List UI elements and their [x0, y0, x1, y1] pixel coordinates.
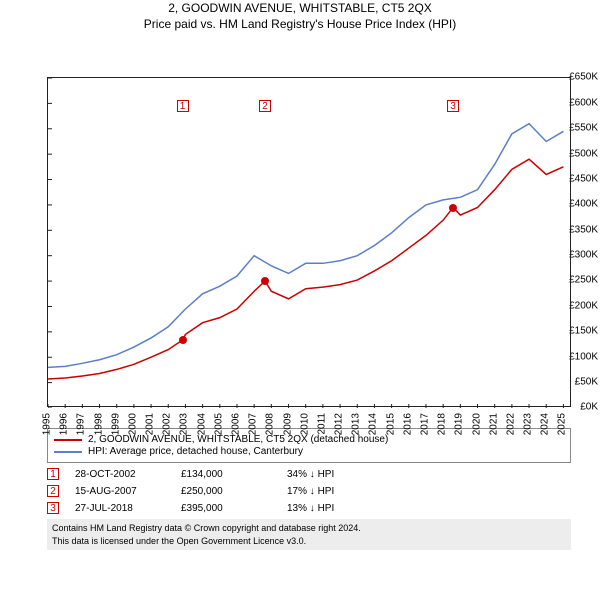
- sale-price: £395,000: [181, 503, 271, 514]
- legend-item: HPI: Average price, detached house, Cant…: [54, 446, 564, 457]
- x-tick-label: 2023: [523, 413, 534, 435]
- sale-row: 3 27-JUL-2018 £395,000 13% ↓ HPI: [47, 502, 571, 514]
- x-tick-label: 2020: [471, 413, 482, 435]
- chart-title-line2: Price paid vs. HM Land Registry's House …: [0, 16, 600, 32]
- x-tick-label: 2017: [419, 413, 430, 435]
- x-tick-label: 1997: [76, 413, 87, 435]
- legend-swatch: [54, 451, 82, 453]
- x-tick-label: 2005: [213, 413, 224, 435]
- x-tick-label: 2013: [351, 413, 362, 435]
- x-tick-label: 1998: [93, 413, 104, 435]
- x-tick-label: 2000: [127, 413, 138, 435]
- x-tick-label: 1995: [42, 413, 53, 435]
- sale-price: £250,000: [181, 486, 271, 497]
- x-tick-label: 2002: [162, 413, 173, 435]
- sales-table: 1 28-OCT-2002 £134,000 34% ↓ HPI 2 15-AUG-200…: [47, 468, 571, 514]
- x-tick-label: 2025: [557, 413, 568, 435]
- sale-marker-2: 2: [259, 100, 271, 112]
- sale-row: 2 15-AUG-2007 £250,000 17% ↓ HPI: [47, 485, 571, 497]
- x-tick-label: 2003: [179, 413, 190, 435]
- sale-row-marker: 2: [47, 485, 59, 497]
- x-tick-label: 2015: [385, 413, 396, 435]
- sale-row-marker: 3: [47, 502, 59, 514]
- x-tick-label: 2024: [540, 413, 551, 435]
- sale-marker-1: 1: [177, 100, 189, 112]
- series-line-hpi: [48, 124, 563, 368]
- x-tick-label: 2022: [505, 413, 516, 435]
- sale-date: 27-JUL-2018: [75, 503, 165, 514]
- chart-title-line1: 2, GOODWIN AVENUE, WHITSTABLE, CT5 2QX: [0, 0, 600, 16]
- x-tick-label: 2019: [454, 413, 465, 435]
- x-tick-label: 2004: [196, 413, 207, 435]
- sale-marker-3: 3: [447, 100, 459, 112]
- sale-date: 28-OCT-2002: [75, 469, 165, 480]
- sale-row: 1 28-OCT-2002 £134,000 34% ↓ HPI: [47, 468, 571, 480]
- series-line-paid: [48, 160, 563, 380]
- x-tick-label: 2009: [282, 413, 293, 435]
- sale-delta: 13% ↓ HPI: [287, 503, 377, 514]
- sale-date: 15-AUG-2007: [75, 486, 165, 497]
- sale-dot-2: [261, 277, 269, 285]
- legend-item: 2, GOODWIN AVENUE, WHITSTABLE, CT5 2QX (…: [54, 434, 564, 445]
- x-tick-label: 2012: [334, 413, 345, 435]
- chart: £0K£50K£100K£150K£200K£250K£300K£350K£40…: [0, 32, 600, 422]
- x-tick-label: 2016: [402, 413, 413, 435]
- sale-dot-3: [449, 204, 457, 212]
- sale-price: £134,000: [181, 469, 271, 480]
- sale-delta: 17% ↓ HPI: [287, 486, 377, 497]
- footer-line2: This data is licensed under the Open Gov…: [52, 535, 566, 547]
- footer-line1: Contains HM Land Registry data © Crown c…: [52, 522, 566, 534]
- footer-attribution: Contains HM Land Registry data © Crown c…: [47, 519, 571, 549]
- sale-delta: 34% ↓ HPI: [287, 469, 377, 480]
- x-tick-label: 1996: [59, 413, 70, 435]
- x-tick-label: 2008: [265, 413, 276, 435]
- x-tick-label: 2006: [230, 413, 241, 435]
- x-tick-label: 2010: [299, 413, 310, 435]
- x-tick-label: 2001: [145, 413, 156, 435]
- sale-dot-1: [179, 336, 187, 344]
- x-tick-label: 2007: [248, 413, 259, 435]
- x-tick-label: 2011: [316, 413, 327, 435]
- legend-label: HPI: Average price, detached house, Cant…: [88, 446, 303, 457]
- x-tick-label: 1999: [110, 413, 121, 435]
- x-tick-label: 2021: [488, 413, 499, 435]
- plot-area: 1 2 3: [47, 77, 571, 407]
- legend-label: 2, GOODWIN AVENUE, WHITSTABLE, CT5 2QX (…: [88, 434, 388, 445]
- x-tick-label: 2014: [368, 413, 379, 435]
- legend-swatch: [54, 439, 82, 441]
- sale-row-marker: 1: [47, 468, 59, 480]
- x-tick-label: 2018: [437, 413, 448, 435]
